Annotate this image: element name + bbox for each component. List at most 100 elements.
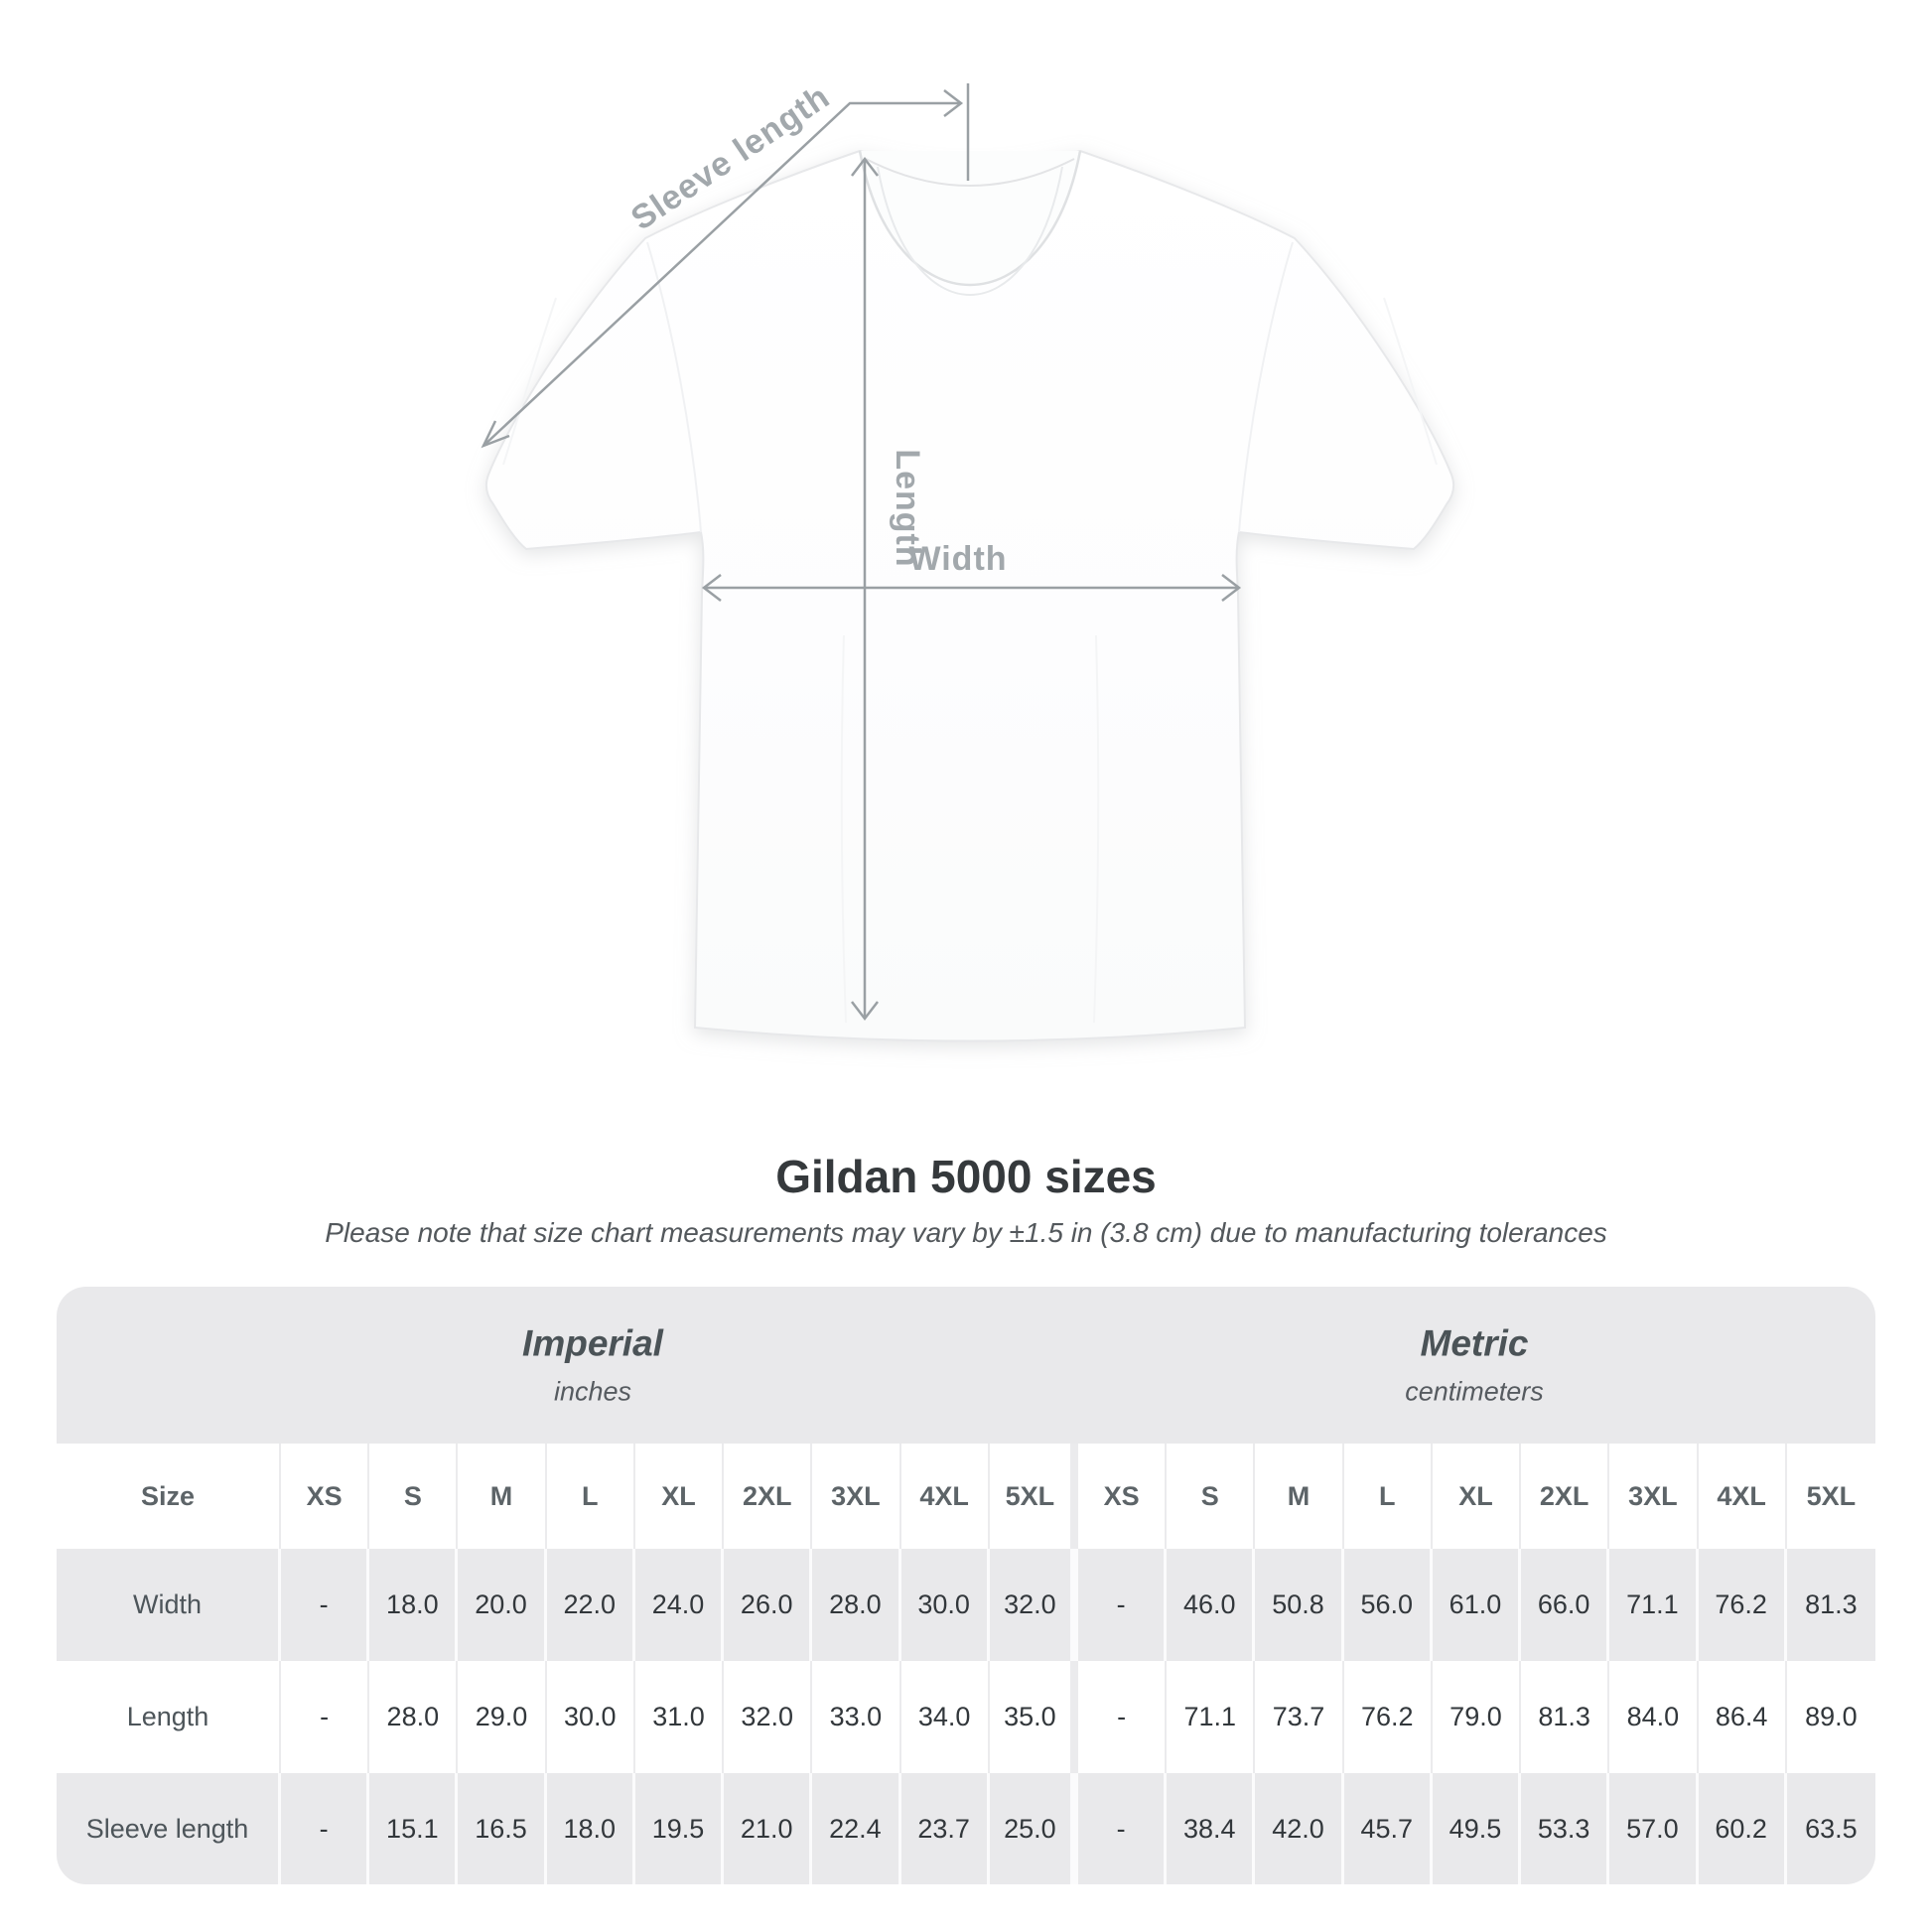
size-value-cell: 20.0 <box>458 1549 547 1661</box>
size-value-cell: 21.0 <box>724 1773 813 1884</box>
size-value-cell: 46.0 <box>1167 1549 1256 1661</box>
size-value-cell: 66.0 <box>1521 1549 1610 1661</box>
row-label: Width <box>57 1549 281 1661</box>
table-row-length: Length - 28.0 29.0 30.0 31.0 32.0 33.0 3… <box>57 1661 1875 1773</box>
size-header-cell: 4XL <box>1698 1444 1787 1549</box>
size-value-cell: - <box>1077 1661 1168 1773</box>
size-header-cell: XL <box>634 1444 725 1549</box>
size-header-cell: 2XL <box>1521 1444 1610 1549</box>
width-label: Width <box>908 540 1007 578</box>
size-value-cell: 25.0 <box>989 1773 1078 1884</box>
size-value-cell: - <box>281 1661 370 1773</box>
units-header-band: Imperial inches Metric centimeters <box>57 1287 1875 1444</box>
size-header-cell: 3XL <box>1609 1444 1699 1549</box>
size-value-cell: 81.3 <box>1786 1549 1875 1661</box>
size-value-cell: 28.0 <box>369 1661 459 1773</box>
size-value-cell: 38.4 <box>1167 1773 1256 1884</box>
size-value-cell: 60.2 <box>1698 1773 1787 1884</box>
section-header-imperial: Imperial inches <box>522 1323 663 1408</box>
size-value-cell: - <box>1077 1773 1168 1884</box>
size-value-cell: 86.4 <box>1698 1661 1787 1773</box>
size-value-cell: - <box>281 1773 370 1884</box>
size-header-cell: 5XL <box>1786 1444 1875 1549</box>
size-value-cell: 61.0 <box>1432 1549 1522 1661</box>
size-header-cell: M <box>458 1444 547 1549</box>
size-value-cell: 81.3 <box>1521 1661 1610 1773</box>
size-value-cell: 73.7 <box>1255 1661 1344 1773</box>
size-header-cell: S <box>369 1444 459 1549</box>
size-value-cell: 15.1 <box>369 1773 459 1884</box>
table-row-sleeve-length: Sleeve length - 15.1 16.5 18.0 19.5 21.0… <box>57 1773 1875 1884</box>
size-value-cell: 53.3 <box>1521 1773 1610 1884</box>
size-value-cell: 16.5 <box>458 1773 547 1884</box>
collar-front-curve <box>858 150 1082 286</box>
size-value-cell: 84.0 <box>1609 1661 1699 1773</box>
size-value-cell: 57.0 <box>1609 1773 1699 1884</box>
collar-band-inner <box>877 166 1063 296</box>
section-name-imperial: Imperial <box>522 1322 663 1364</box>
size-value-cell: 71.1 <box>1609 1549 1699 1661</box>
size-value-cell: 35.0 <box>989 1661 1078 1773</box>
size-value-cell: 50.8 <box>1255 1549 1344 1661</box>
size-value-cell: 89.0 <box>1786 1661 1875 1773</box>
table-row-width: Width - 18.0 20.0 22.0 24.0 26.0 28.0 30… <box>57 1549 1875 1661</box>
size-value-cell: 33.0 <box>812 1661 901 1773</box>
sleeve-length-arrow <box>481 83 970 449</box>
size-value-cell: 22.0 <box>546 1549 635 1661</box>
size-value-cell: 22.4 <box>812 1773 901 1884</box>
size-header-cell: S <box>1167 1444 1256 1549</box>
width-arrow <box>701 574 1242 602</box>
size-value-cell: 18.0 <box>369 1549 459 1661</box>
size-header-cell: XS <box>281 1444 370 1549</box>
length-label: Length <box>889 449 926 567</box>
size-value-cell: 30.0 <box>900 1549 990 1661</box>
size-header-cell: L <box>1343 1444 1433 1549</box>
size-value-cell: 26.0 <box>724 1549 813 1661</box>
size-value-cell: 49.5 <box>1432 1773 1522 1884</box>
page-title: Gildan 5000 sizes <box>775 1151 1157 1202</box>
size-header-row: Size XS S M L XL 2XL 3XL 4XL 5XL XS S M … <box>57 1444 1875 1549</box>
size-value-cell: 30.0 <box>546 1661 635 1773</box>
size-header-cell: 2XL <box>724 1444 813 1549</box>
size-header-cell: M <box>1255 1444 1344 1549</box>
section-header-metric: Metric centimeters <box>1405 1323 1544 1408</box>
size-value-cell: 19.5 <box>634 1773 725 1884</box>
size-value-cell: 24.0 <box>634 1549 725 1661</box>
size-value-cell: 28.0 <box>812 1549 901 1661</box>
size-value-cell: 18.0 <box>546 1773 635 1884</box>
size-value-cell: 32.0 <box>989 1549 1078 1661</box>
section-name-metric: Metric <box>1420 1322 1529 1364</box>
size-header-cell: 5XL <box>989 1444 1078 1549</box>
tolerance-note: Please note that size chart measurements… <box>325 1217 1607 1248</box>
section-unit-imperial: inches <box>553 1376 632 1407</box>
size-value-cell: 23.7 <box>900 1773 990 1884</box>
section-unit-metric: centimeters <box>1405 1376 1544 1407</box>
size-value-cell: 79.0 <box>1432 1661 1522 1773</box>
size-value-cell: - <box>1077 1549 1168 1661</box>
size-value-cell: 42.0 <box>1255 1773 1344 1884</box>
size-header-cell: L <box>546 1444 635 1549</box>
size-table: Imperial inches Metric centimeters Size … <box>57 1287 1875 1884</box>
row-label: Sleeve length <box>57 1773 281 1884</box>
size-value-cell: 56.0 <box>1343 1549 1433 1661</box>
size-value-cell: 76.2 <box>1698 1549 1787 1661</box>
row-label: Length <box>57 1661 281 1773</box>
size-value-cell: 34.0 <box>900 1661 990 1773</box>
size-value-cell: 76.2 <box>1343 1661 1433 1773</box>
size-value-cell: - <box>281 1549 370 1661</box>
dimension-lines <box>481 83 1242 1022</box>
size-value-cell: 29.0 <box>458 1661 547 1773</box>
size-value-cell: 31.0 <box>634 1661 725 1773</box>
size-value-cell: 45.7 <box>1343 1773 1433 1884</box>
size-header-cell: 3XL <box>812 1444 901 1549</box>
tshirt-photo <box>484 149 1455 1042</box>
collar-back-band <box>865 158 1075 187</box>
size-header-cell: 4XL <box>900 1444 990 1549</box>
size-column-header: Size <box>57 1444 281 1549</box>
size-header-cell: XL <box>1432 1444 1522 1549</box>
size-value-cell: 63.5 <box>1786 1773 1875 1884</box>
tshirt-measurement-figure: Sleeve length Length Width <box>481 77 1455 1042</box>
size-value-cell: 32.0 <box>724 1661 813 1773</box>
size-value-cell: 71.1 <box>1167 1661 1256 1773</box>
size-header-cell: XS <box>1077 1444 1168 1549</box>
